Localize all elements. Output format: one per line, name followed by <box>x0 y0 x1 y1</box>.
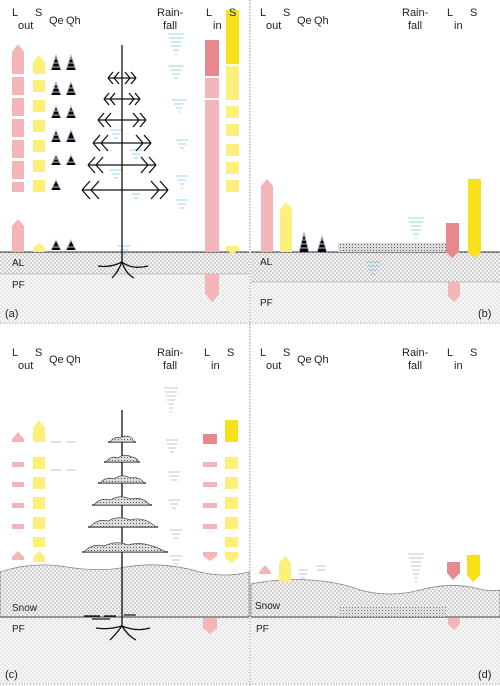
label-qh: Qh <box>66 354 81 366</box>
label-s-in: S <box>227 347 234 359</box>
water-puddle <box>338 243 446 252</box>
shortwave-in-column <box>225 420 238 563</box>
label-fall: fall <box>163 360 177 372</box>
latent-sensible-heat <box>298 231 328 253</box>
longwave-in-column <box>447 562 460 630</box>
label-s-in: S <box>470 347 477 359</box>
tree-summer <box>81 45 169 279</box>
label-in: in <box>454 360 463 372</box>
layer-label-snow: Snow <box>255 601 281 612</box>
label-qe: Qe <box>49 15 64 27</box>
longwave-out-arrow <box>259 565 271 574</box>
shortwave-out-column <box>33 55 45 252</box>
ice-lens <box>338 606 446 617</box>
label-l-in: L <box>447 7 453 19</box>
label-qh: Qh <box>314 354 329 366</box>
label-s-out: S <box>283 7 290 19</box>
longwave-out-column <box>12 432 24 560</box>
latent-sensible-heat <box>50 53 77 251</box>
shortwave-in-column <box>226 10 239 254</box>
permafrost-layer <box>251 617 500 683</box>
active-layer <box>251 252 500 282</box>
panel-d: L S out Qe Qh Rain- fall L S in Snow PF … <box>250 347 500 683</box>
label-out: out <box>266 20 281 32</box>
label-s-out: S <box>35 347 42 359</box>
label-fall: fall <box>408 20 422 32</box>
label-in: in <box>211 360 220 372</box>
panel-label-a: (a) <box>5 308 18 320</box>
label-out: out <box>18 360 33 372</box>
shortwave-out-arrow <box>279 556 291 582</box>
label-rain: Rain- <box>157 347 184 359</box>
permafrost-layer <box>251 282 500 322</box>
label-qe: Qe <box>297 15 312 27</box>
shortwave-in-column <box>467 555 480 582</box>
rainfall-triangles <box>408 553 424 583</box>
label-qe: Qe <box>49 354 64 366</box>
rainfall-triangles <box>164 387 182 565</box>
panel-label-d: (d) <box>478 669 491 681</box>
longwave-in-column <box>446 223 460 302</box>
shortwave-in-column <box>468 179 481 258</box>
snow-on-branches <box>83 435 167 553</box>
panel-b: L S out Qe Qh Rain- fall L S in AL PF (b… <box>251 7 500 322</box>
label-rain: Rain- <box>157 7 184 19</box>
shortwave-out-column <box>33 420 45 562</box>
rainfall-triangles <box>110 33 188 255</box>
label-rain: Rain- <box>402 7 429 19</box>
layer-label-al: AL <box>260 257 273 268</box>
label-s-in: S <box>229 7 236 19</box>
panel-a: L S out Qe Qh Rain- fall L S in AL PF (a… <box>0 7 249 322</box>
label-l-in: L <box>206 7 212 19</box>
label-fall: fall <box>163 20 177 32</box>
label-l-in: L <box>447 347 453 359</box>
label-l-out: L <box>12 347 18 359</box>
longwave-out-column <box>12 44 24 252</box>
label-l-out: L <box>12 7 18 19</box>
label-l-out: L <box>260 7 266 19</box>
layer-label-pf: PF <box>256 624 269 635</box>
label-qe: Qe <box>297 354 312 366</box>
rainfall-triangles <box>366 217 424 275</box>
label-l-in: L <box>204 347 210 359</box>
latent-sensible-heat <box>51 441 76 471</box>
longwave-in-column <box>203 434 217 634</box>
panel-c: L S out Qe Qh Rain- fall L S in Snow PF … <box>0 347 250 683</box>
label-rain: Rain- <box>402 347 429 359</box>
panel-label-c: (c) <box>5 669 18 681</box>
label-qh: Qh <box>314 15 329 27</box>
label-fall: fall <box>408 360 422 372</box>
latent-sensible-heat <box>298 565 326 579</box>
label-out: out <box>266 360 281 372</box>
layer-label-pf: PF <box>12 624 25 635</box>
label-s-in: S <box>470 7 477 19</box>
layer-label-snow: Snow <box>12 603 38 614</box>
label-out: out <box>18 20 33 32</box>
layer-label-al: AL <box>12 258 25 269</box>
shortwave-out-arrow <box>280 202 292 252</box>
label-qh: Qh <box>66 15 81 27</box>
label-l-out: L <box>260 347 266 359</box>
label-s-out: S <box>283 347 290 359</box>
panel-label-b: (b) <box>478 308 491 320</box>
label-s-out: S <box>35 7 42 19</box>
longwave-in-column <box>205 40 219 302</box>
layer-label-pf: PF <box>12 280 25 291</box>
longwave-out-arrow <box>261 179 273 252</box>
layer-label-pf: PF <box>260 298 273 309</box>
label-in: in <box>213 20 222 32</box>
snow-layer <box>0 564 250 618</box>
label-in: in <box>454 20 463 32</box>
